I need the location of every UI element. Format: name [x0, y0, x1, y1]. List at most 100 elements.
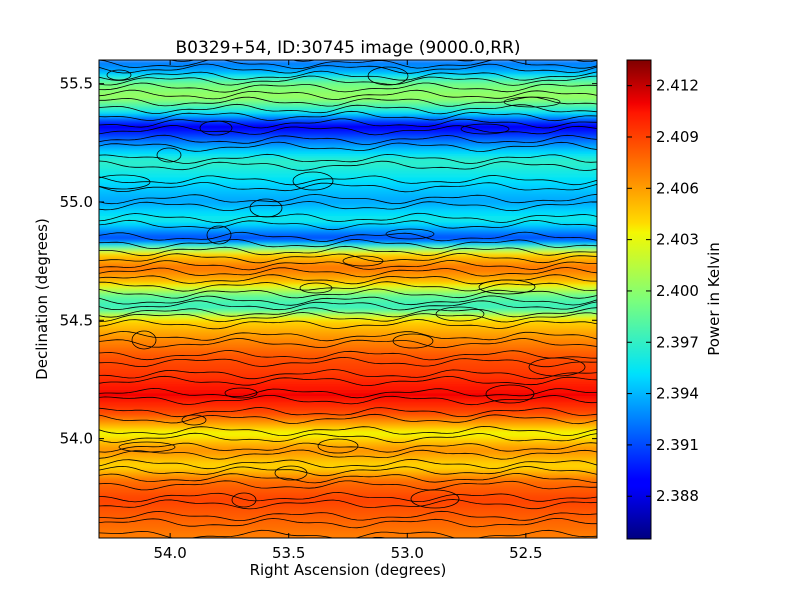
heatmap-band — [99, 409, 597, 414]
heatmap-band — [99, 326, 597, 331]
heatmap-band — [99, 466, 597, 470]
heatmap-band — [99, 215, 597, 220]
contour-line — [99, 465, 597, 477]
heatmap-band — [99, 378, 597, 383]
contour-line — [385, 228, 435, 240]
contour-line — [99, 89, 597, 100]
heatmap-band — [99, 83, 597, 87]
colorbar-tick-label: 2.406 — [656, 179, 699, 197]
colorbar-tick-label: 2.403 — [656, 231, 699, 249]
heatmap-band — [99, 499, 597, 504]
contour-line — [99, 407, 597, 418]
heatmap-band — [99, 461, 597, 466]
heatmap-band — [99, 407, 597, 411]
heatmap-band — [99, 289, 597, 293]
heatmap-band — [99, 355, 597, 359]
heatmap-band — [99, 390, 597, 395]
heatmap-band — [99, 459, 597, 463]
heatmap-band — [99, 229, 597, 234]
contour-line — [99, 231, 597, 242]
heatmap-band — [99, 400, 597, 404]
heatmap-band — [99, 177, 597, 182]
heatmap-band — [99, 192, 597, 196]
contour-line — [292, 171, 334, 191]
heatmap-band — [99, 376, 597, 380]
heatmap-band — [99, 449, 597, 454]
colorbar-tick-label: 2.388 — [656, 487, 699, 505]
heatmap-band — [99, 267, 597, 272]
heatmap-band — [99, 511, 597, 515]
heatmap-band — [99, 106, 597, 111]
heatmap-band — [99, 144, 597, 149]
heatmap-band — [99, 374, 597, 378]
contour-line — [118, 441, 176, 453]
colorbar-label: Power in Kelvin — [705, 242, 723, 356]
contour-line — [99, 517, 597, 529]
heatmap-band — [99, 109, 597, 113]
contour-line — [99, 425, 597, 437]
heatmap-band — [99, 381, 597, 385]
heatmap-band — [99, 388, 597, 392]
heatmap-band — [99, 277, 597, 281]
heatmap-band — [99, 468, 597, 473]
heatmap-band — [99, 222, 597, 227]
heatmap-band — [99, 220, 597, 224]
heatmap-band — [99, 490, 597, 494]
heatmap-band — [99, 480, 597, 485]
contour-line — [367, 66, 409, 86]
heatmap-band — [99, 102, 597, 106]
heatmap-band — [99, 431, 597, 435]
colorbar-tick-label: 2.391 — [656, 436, 699, 454]
contour-line — [99, 175, 597, 186]
contour-line — [131, 330, 157, 350]
contour-line — [342, 255, 384, 267]
heatmap-band — [99, 142, 597, 146]
heatmap-band — [99, 201, 597, 205]
heatmap-band — [99, 426, 597, 430]
heatmap-band — [99, 113, 597, 118]
colorbar-tick-label: 2.397 — [656, 333, 699, 351]
heatmap-band — [99, 307, 597, 312]
x-tick-label: 52.5 — [509, 544, 542, 562]
heatmap-band — [99, 128, 597, 132]
heatmap-band — [99, 322, 597, 326]
x-tick-label: 53.0 — [391, 544, 424, 562]
heatmap-band — [99, 423, 597, 428]
y-tick-label: 55.0 — [60, 193, 93, 211]
contour-line — [99, 442, 597, 453]
heatmap-band — [99, 210, 597, 215]
heatmap-band — [99, 284, 597, 288]
heatmap-band — [99, 76, 597, 80]
heatmap-band — [99, 419, 597, 423]
heatmap-band — [99, 371, 597, 376]
contour-line — [299, 282, 333, 294]
heatmap-band — [99, 442, 597, 447]
heatmap-band — [99, 258, 597, 262]
heatmap-band — [99, 383, 597, 388]
contour-line — [99, 96, 597, 107]
heatmap-band — [99, 324, 597, 328]
heatmap-band — [99, 180, 597, 184]
heatmap-band — [99, 412, 597, 416]
heatmap-band — [99, 402, 597, 406]
contour-line — [99, 473, 597, 484]
contour-line — [99, 63, 597, 74]
contour-line — [99, 307, 597, 318]
heatmap-band — [99, 149, 597, 153]
heatmap-band — [99, 457, 597, 461]
heatmap-band — [99, 272, 597, 276]
contour-line — [99, 281, 597, 292]
heatmap-band — [99, 319, 597, 324]
contour-line — [99, 413, 597, 425]
contour-line — [156, 147, 182, 163]
heatmap-band — [99, 530, 597, 534]
contour-line — [99, 212, 597, 224]
contour-line — [317, 438, 359, 454]
heatmap-band — [99, 182, 597, 186]
heatmap-band — [99, 64, 597, 68]
heatmap-band — [99, 404, 597, 409]
heatmap-band — [99, 135, 597, 139]
contour-line — [99, 529, 597, 538]
heatmap-band — [99, 421, 597, 425]
heatmap-band — [99, 165, 597, 170]
